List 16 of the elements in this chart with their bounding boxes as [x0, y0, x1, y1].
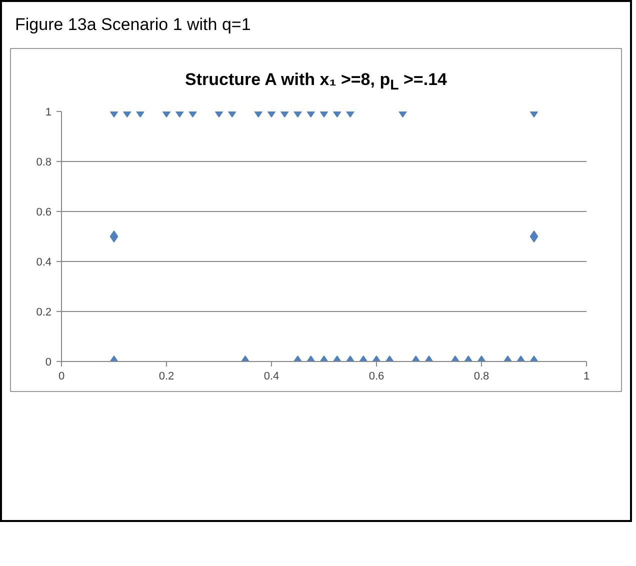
y-tick-label: 0.8: [36, 156, 52, 168]
y-tick-label: 0.4: [36, 256, 52, 268]
x-tick-label: 0.4: [264, 370, 280, 382]
x-tick-label: 0.8: [474, 370, 490, 382]
y-tick-label: 0.6: [36, 206, 52, 218]
y-tick-label: 1: [45, 106, 52, 118]
point: [110, 230, 118, 242]
y-tick-label: 0: [45, 356, 52, 368]
point: [530, 230, 538, 242]
x-tick-label: 0.6: [368, 370, 384, 382]
chart-title: Figure 13a Scenario 1 with q=1: [15, 14, 251, 36]
x-tick-label: 1: [583, 370, 590, 382]
chart-subtitle: Structure A with x₁ >=8, p$_{L}$ >=.14: [185, 69, 447, 96]
x-tick-label: 0: [58, 370, 65, 382]
y-tick-label: 0.2: [36, 306, 52, 318]
x-tick-label: 0.2: [158, 370, 174, 382]
